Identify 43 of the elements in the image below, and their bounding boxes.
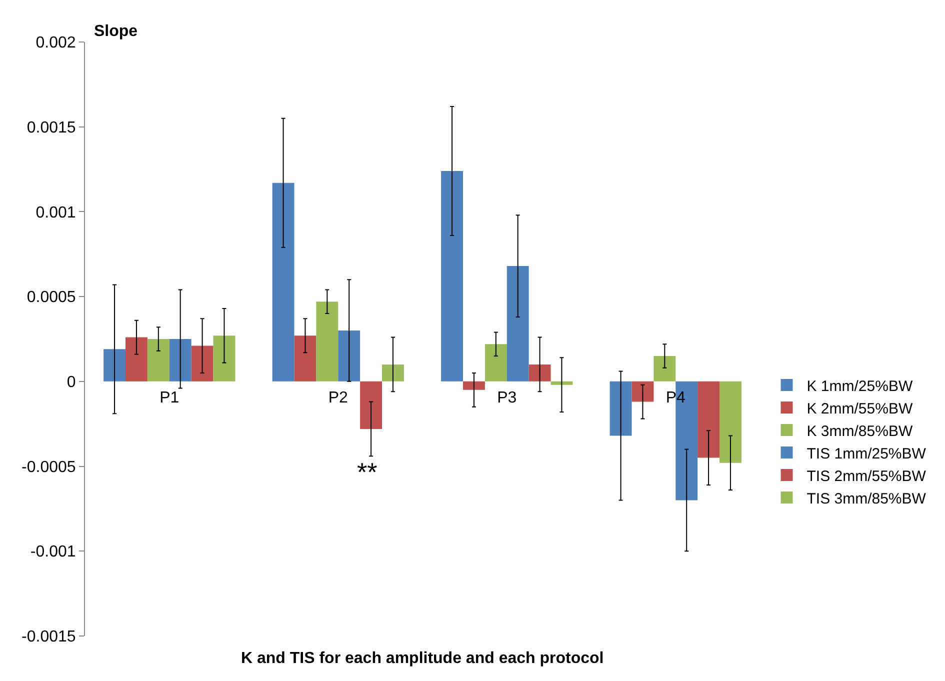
bar — [484, 344, 507, 382]
legend-label: TIS 3mm/85%BW — [806, 490, 927, 508]
bar — [382, 364, 404, 382]
bar — [360, 381, 382, 429]
legend-label: K 3mm/85%BW — [806, 422, 914, 440]
y-tick-label: 0.002 — [36, 34, 76, 52]
bar — [126, 337, 148, 382]
y-axis-title: Slope — [94, 23, 138, 40]
annotation: ** — [357, 457, 378, 487]
y-tick-label: 0.0005 — [26, 289, 76, 306]
bar — [272, 182, 294, 382]
bar — [506, 266, 529, 382]
x-tick-label: P3 — [497, 389, 517, 406]
bar — [698, 381, 720, 458]
bar — [610, 381, 632, 436]
x-tick-label: P2 — [328, 389, 348, 406]
y-tick-label: -0.0005 — [22, 458, 76, 476]
legend-label: TIS 1mm/25%BW — [806, 445, 927, 462]
bar — [316, 302, 338, 382]
bar — [550, 381, 573, 385]
legend-label: K 2mm/55%BW — [806, 400, 914, 418]
y-tick-label: 0.001 — [36, 204, 76, 222]
bar — [720, 381, 742, 463]
bar — [528, 364, 551, 382]
bar — [463, 381, 485, 390]
x-tick-label: P1 — [160, 389, 180, 406]
x-axis-title: K and TIS for each amplitude and each protocol — [241, 650, 604, 667]
bar — [213, 336, 236, 382]
bar — [147, 339, 170, 382]
bar — [294, 336, 316, 382]
bar — [441, 170, 463, 382]
bar — [104, 349, 126, 382]
legend-label: K 1mm/25%BW — [806, 378, 914, 395]
y-tick-label: 0.0015 — [26, 119, 76, 136]
y-tick-label: -0.0015 — [22, 628, 76, 646]
bar — [338, 330, 360, 382]
legend-label: TIS 2mm/55%BW — [806, 468, 927, 485]
bar — [632, 381, 654, 402]
y-tick-label: 0 — [66, 374, 76, 392]
bar — [169, 339, 192, 382]
y-tick-label: -0.001 — [30, 544, 76, 561]
bar — [654, 356, 676, 382]
bar — [191, 346, 214, 382]
